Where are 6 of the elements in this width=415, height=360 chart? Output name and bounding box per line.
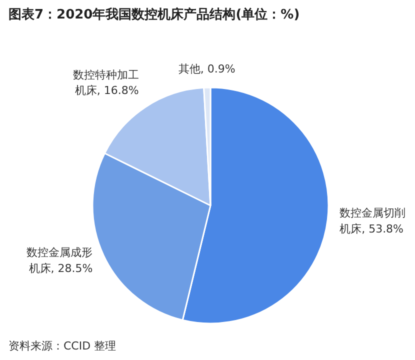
slice-label: 其他, 0.9%: [178, 62, 236, 76]
slice-label: 数控金属切削机床, 53.8%: [340, 206, 406, 236]
chart-title: 图表7：2020年我国数控机床产品结构(单位：%): [8, 6, 300, 22]
text: 资料来源：CCID 整理: [8, 340, 116, 352]
slice-label: 数控特种加工机床, 16.8%: [72, 68, 139, 98]
slice-label: 数控金属成形机床, 28.5%: [26, 246, 93, 275]
